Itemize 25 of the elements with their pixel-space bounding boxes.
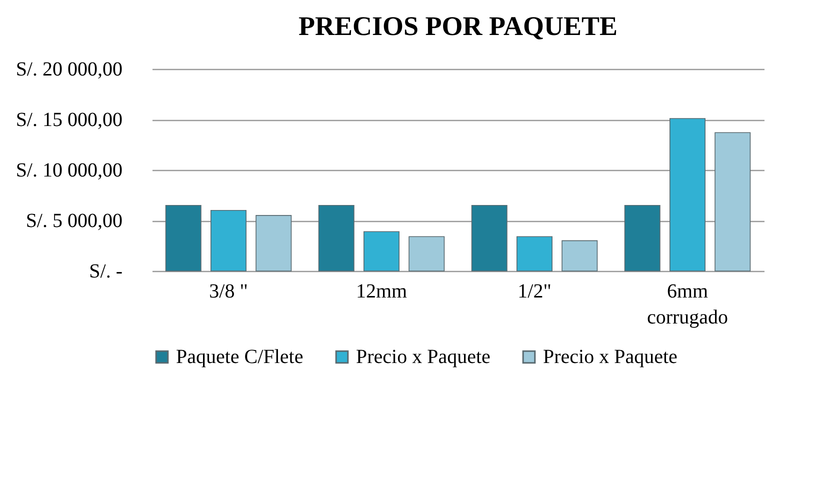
legend-label: Paquete C/Flete [176, 346, 304, 368]
y-tick-label: S/. 5 000,00 [26, 210, 122, 232]
bar [714, 132, 751, 272]
y-tick-label: S/. 15 000,00 [16, 109, 122, 131]
x-tick-label: 12mm [356, 280, 408, 302]
chart-title: PRECIOS POR PAQUETE [298, 11, 618, 41]
bar [562, 240, 598, 272]
bar [471, 204, 508, 272]
bar [670, 118, 706, 272]
bar [318, 204, 354, 272]
bar [624, 204, 660, 272]
x-tick-label: 6mm corrugado [646, 280, 728, 328]
x-tick-label: 3/8 " [209, 280, 248, 302]
legend-label: Precio x Paquete [543, 346, 678, 368]
bar [364, 231, 400, 272]
bar [256, 215, 292, 272]
y-tick-label: S/. 10 000,00 [16, 160, 122, 182]
bar [408, 236, 445, 272]
y-tick-label: S/. 20 000,00 [16, 58, 122, 80]
y-tick-label: S/. - [89, 260, 122, 282]
bar [165, 204, 202, 272]
bar [516, 236, 552, 272]
legend-label: Precio x Paquete [356, 346, 491, 368]
x-tick-label: 1/2" [518, 280, 552, 302]
bar [210, 210, 246, 272]
